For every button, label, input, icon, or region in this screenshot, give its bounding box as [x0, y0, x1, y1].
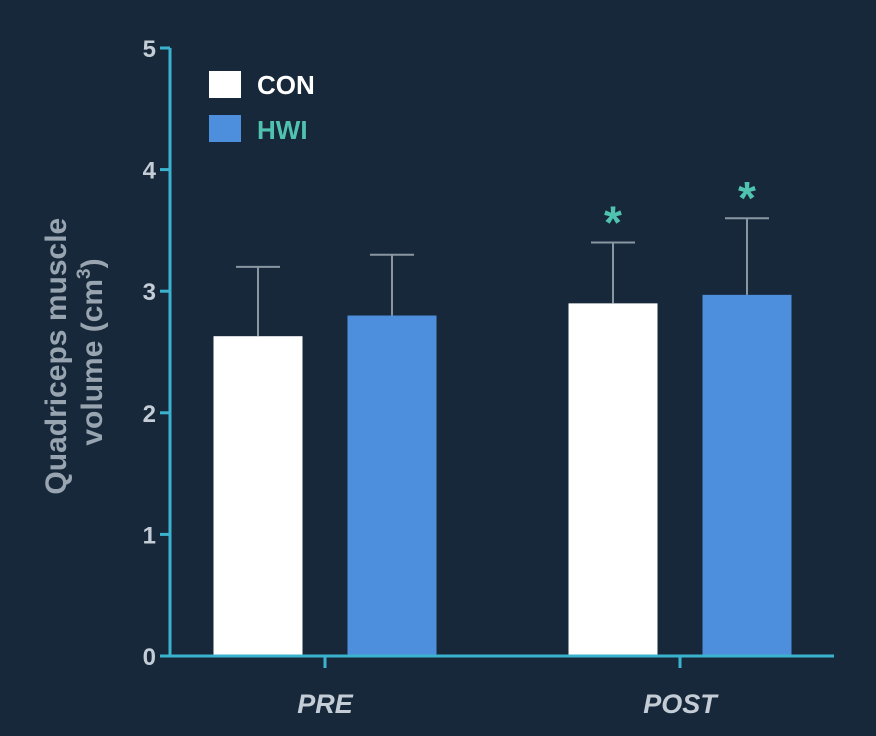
bar-hwi-pre: [347, 315, 437, 656]
y-tick-label-2: 2: [143, 401, 156, 428]
y-tick-label-0: 0: [143, 644, 156, 671]
bar-hwi-post: [702, 294, 792, 656]
y-axis-label-line2: volume (cm: [76, 279, 109, 446]
bar-con-post: [568, 303, 658, 656]
y-tick-label-3: 3: [143, 279, 156, 306]
x-tick-label-pre: PRE: [297, 689, 354, 719]
y-tick-label-4: 4: [143, 158, 157, 185]
y-tick-label-1: 1: [143, 522, 156, 549]
y-axis-label: Quadriceps muscle volume (cm3): [40, 209, 109, 494]
y-axis-label-sup: 3: [74, 268, 95, 279]
legend-label-hwi: HWI: [257, 115, 308, 145]
x-tick-label-post: POST: [643, 689, 719, 719]
y-tick-label-5: 5: [143, 36, 156, 63]
bars-layer: [213, 217, 792, 656]
significance-marker-hwi-post: *: [738, 172, 756, 224]
legend-swatch-hwi: [209, 115, 241, 142]
bar-con-pre: [213, 336, 303, 656]
significance-marker-con-post: *: [604, 197, 622, 249]
legend-swatch-con: [209, 71, 241, 98]
y-axis-label-close: ): [76, 258, 109, 268]
axes-layer: [160, 46, 834, 668]
text-layer: * * 0 1 2 3 4 5 PRE POST: [143, 36, 756, 719]
y-axis-label-line1: Quadriceps muscle: [40, 218, 73, 495]
legend-label-con: CON: [257, 70, 315, 100]
legend: CON HWI: [209, 70, 315, 145]
